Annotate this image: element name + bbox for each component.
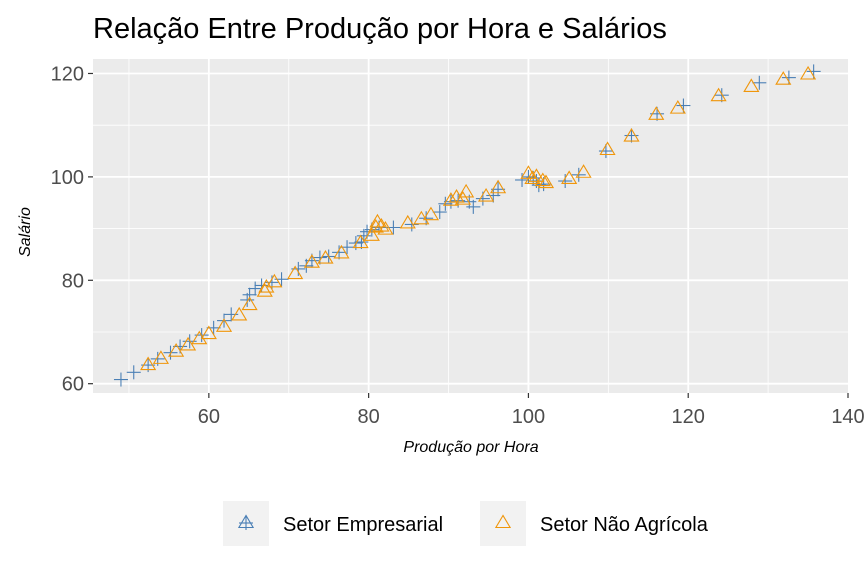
point-setor-empresarial <box>248 281 263 296</box>
point-setor-nao-agricola <box>317 249 334 264</box>
point-setor-nao-agricola <box>152 350 170 364</box>
x-tick-label: 60 <box>198 406 220 428</box>
point-setor-nao-agricola <box>367 218 384 233</box>
point-setor-nao-agricola <box>648 106 665 120</box>
point-setor-nao-agricola <box>167 343 185 357</box>
grid-minor <box>93 59 848 393</box>
x-axis-title: Produção por Hora <box>403 439 538 456</box>
point-setor-empresarial <box>113 372 128 387</box>
plot-panel <box>93 59 848 393</box>
point-setor-empresarial <box>332 245 347 260</box>
point-setor-nao-agricola <box>799 65 817 80</box>
point-setor-empresarial <box>558 174 573 189</box>
point-setor-nao-agricola <box>303 254 321 268</box>
point-setor-nao-agricola <box>231 306 248 321</box>
point-setor-nao-agricola <box>442 192 460 206</box>
legend-marker-triangle <box>494 514 512 529</box>
point-setor-nao-agricola <box>373 217 390 232</box>
point-setor-nao-agricola <box>422 206 440 221</box>
point-setor-nao-agricola <box>266 273 283 288</box>
point-setor-nao-agricola <box>333 244 350 259</box>
point-setor-empresarial <box>404 217 419 232</box>
point-setor-nao-agricola <box>537 174 555 189</box>
point-setor-nao-agricola <box>215 318 233 332</box>
point-setor-nao-agricola <box>561 170 578 185</box>
legend-label-nao-agricola: Setor Não Agrícola <box>540 514 709 536</box>
point-setor-empresarial <box>752 75 767 90</box>
point-setor-nao-agricola <box>775 71 792 85</box>
point-setor-nao-agricola <box>241 296 258 311</box>
point-setor-nao-agricola <box>524 170 541 185</box>
legend: Setor Empresarial Setor Não Agrícola <box>223 501 709 546</box>
chart-title: Relação Entre Produção por Hora e Salári… <box>93 13 667 45</box>
point-setor-empresarial <box>217 313 232 328</box>
legend-triangle-icon <box>494 514 512 529</box>
x-tick-labels: 60 80 100 120 140 <box>198 406 864 428</box>
point-setor-empresarial <box>242 287 257 302</box>
point-setor-nao-agricola <box>528 168 545 182</box>
point-setor-nao-agricola <box>534 172 551 187</box>
y-tick-label: 120 <box>51 63 84 85</box>
axis-ticks <box>88 72 849 398</box>
point-setor-empresarial <box>438 196 453 211</box>
x-tick-label: 80 <box>358 406 380 428</box>
legend-marker-plus-triangle <box>237 514 255 529</box>
point-setor-nao-agricola <box>454 191 472 205</box>
point-setor-nao-agricola <box>352 234 369 249</box>
y-axis-title: Salário <box>17 207 34 257</box>
y-tick-labels: 60 80 100 120 <box>51 63 84 395</box>
legend-label-empresarial: Setor Empresarial <box>283 514 443 536</box>
y-tick-label: 100 <box>51 167 84 189</box>
y-tick-label: 80 <box>62 270 84 292</box>
point-setor-empresarial <box>714 88 729 103</box>
point-setor-empresarial <box>515 172 530 187</box>
data-points <box>113 64 821 387</box>
point-setor-nao-agricola <box>140 356 157 371</box>
point-setor-empresarial <box>126 365 141 380</box>
point-setor-empresarial <box>598 144 613 159</box>
x-tick-label: 100 <box>512 406 545 428</box>
x-tick-label: 120 <box>672 406 705 428</box>
point-setor-nao-agricola <box>477 187 495 202</box>
point-setor-nao-agricola <box>363 227 380 241</box>
point-setor-nao-agricola <box>575 164 592 178</box>
point-setor-nao-agricola <box>258 278 275 293</box>
point-setor-nao-agricola <box>377 221 394 235</box>
point-setor-empresarial <box>466 199 481 214</box>
x-tick-label: 140 <box>831 406 864 428</box>
point-setor-nao-agricola <box>623 127 640 142</box>
point-setor-nao-agricola <box>710 87 727 102</box>
point-setor-empresarial <box>624 128 639 143</box>
point-setor-empresarial <box>312 250 327 265</box>
grid-major <box>93 59 848 393</box>
legend-key-nao-agricola <box>480 501 526 546</box>
point-setor-nao-agricola <box>458 183 475 198</box>
point-setor-nao-agricola <box>369 213 386 228</box>
point-setor-empresarial <box>419 211 434 226</box>
point-setor-nao-agricola <box>599 141 616 156</box>
point-setor-nao-agricola <box>743 78 760 92</box>
point-setor-empresarial <box>571 167 586 182</box>
point-setor-nao-agricola <box>399 214 416 229</box>
legend-plus-icon <box>237 514 255 530</box>
y-tick-label: 60 <box>62 374 84 396</box>
point-setor-nao-agricola <box>200 325 217 340</box>
point-setor-nao-agricola <box>287 265 304 280</box>
point-setor-nao-agricola <box>256 283 273 297</box>
point-setor-nao-agricola <box>489 179 507 194</box>
point-setor-nao-agricola <box>669 100 686 114</box>
point-setor-empresarial <box>432 205 447 220</box>
point-setor-empresarial <box>206 320 221 335</box>
